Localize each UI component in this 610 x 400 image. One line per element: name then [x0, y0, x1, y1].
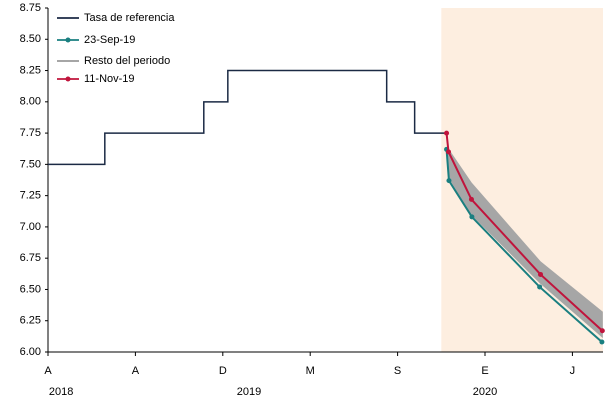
- legend-label: 11-Nov-19: [84, 73, 135, 85]
- marker: [469, 214, 475, 220]
- x-tick-label: A: [132, 365, 140, 377]
- legend-marker: [65, 37, 71, 43]
- legend-label: 23-Sep-19: [84, 34, 135, 46]
- y-tick-label: 8.25: [20, 64, 41, 76]
- x-tick-label: J: [570, 365, 576, 377]
- marker: [599, 328, 605, 334]
- year-label: 2020: [473, 386, 497, 398]
- y-tick-label: 8.75: [20, 2, 41, 14]
- y-tick-label: 6.50: [20, 283, 41, 295]
- x-tick-label: S: [394, 365, 401, 377]
- legend-label: Tasa de referencia: [84, 12, 175, 24]
- y-tick-label: 7.00: [20, 221, 41, 233]
- marker: [599, 339, 605, 345]
- y-tick-label: 6.00: [20, 346, 41, 358]
- y-tick-label: 7.50: [20, 158, 41, 170]
- x-tick-label: M: [306, 365, 315, 377]
- marker: [446, 149, 452, 155]
- y-tick-label: 6.25: [20, 315, 41, 327]
- band: [448, 147, 603, 339]
- y-tick-label: 7.75: [20, 127, 41, 139]
- step-line: [48, 69, 447, 166]
- y-tick-label: 8.50: [20, 33, 41, 45]
- x-tick-label: E: [481, 365, 488, 377]
- year-label: 2019: [237, 386, 261, 398]
- y-tick-label: 7.25: [20, 190, 41, 202]
- y-tick-label: 8.00: [20, 96, 41, 108]
- legend-marker: [65, 76, 71, 82]
- marker: [537, 284, 543, 290]
- marker: [538, 271, 544, 277]
- year-label: 2018: [49, 386, 73, 398]
- x-tick-label: D: [219, 365, 227, 377]
- marker: [468, 196, 474, 202]
- legend-label: Resto del periodo: [84, 55, 170, 67]
- marker: [444, 130, 450, 136]
- y-tick-label: 6.75: [20, 252, 41, 264]
- x-tick-label: A: [44, 365, 52, 377]
- marker: [446, 178, 452, 184]
